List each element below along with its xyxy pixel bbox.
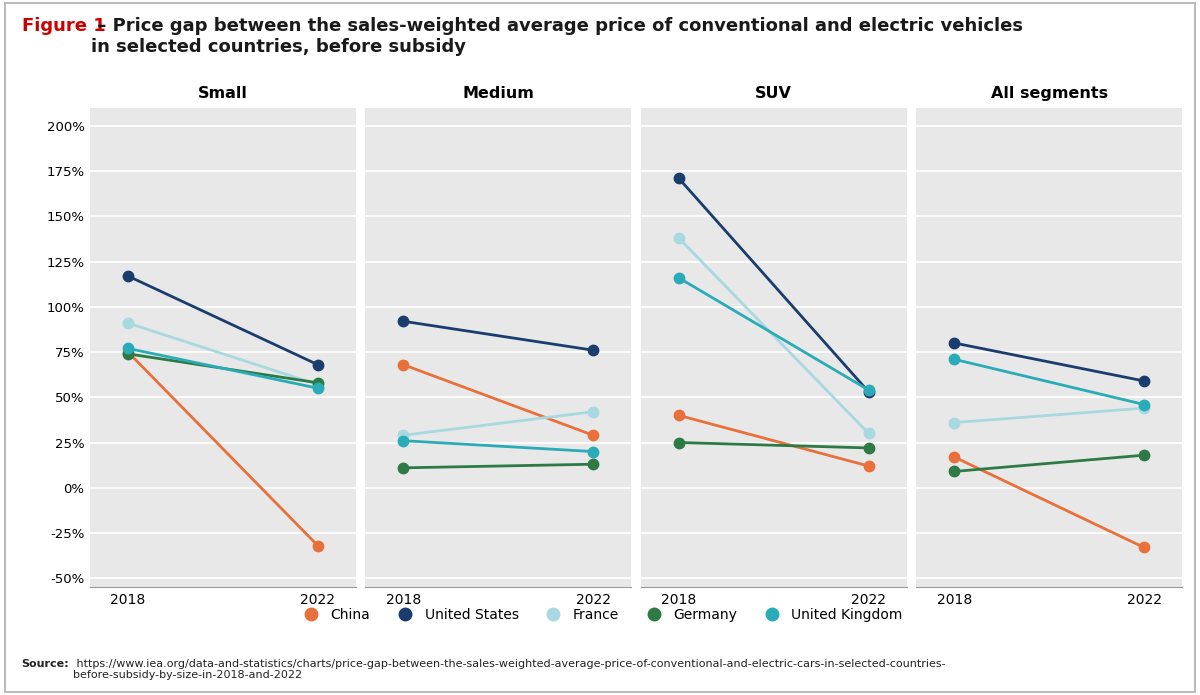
Title: All segments: All segments xyxy=(990,86,1108,101)
Text: – Price gap between the sales-weighted average price of conventional and electri: – Price gap between the sales-weighted a… xyxy=(91,17,1024,56)
Text: Source:: Source: xyxy=(22,659,70,669)
Text: Figure 1: Figure 1 xyxy=(22,17,106,35)
Legend: China, United States, France, Germany, United Kingdom: China, United States, France, Germany, U… xyxy=(298,608,902,622)
Title: SUV: SUV xyxy=(755,86,792,101)
Text: https://www.iea.org/data-and-statistics/charts/price-gap-between-the-sales-weigh: https://www.iea.org/data-and-statistics/… xyxy=(73,659,946,680)
Title: Small: Small xyxy=(198,86,248,101)
Title: Medium: Medium xyxy=(462,86,534,101)
